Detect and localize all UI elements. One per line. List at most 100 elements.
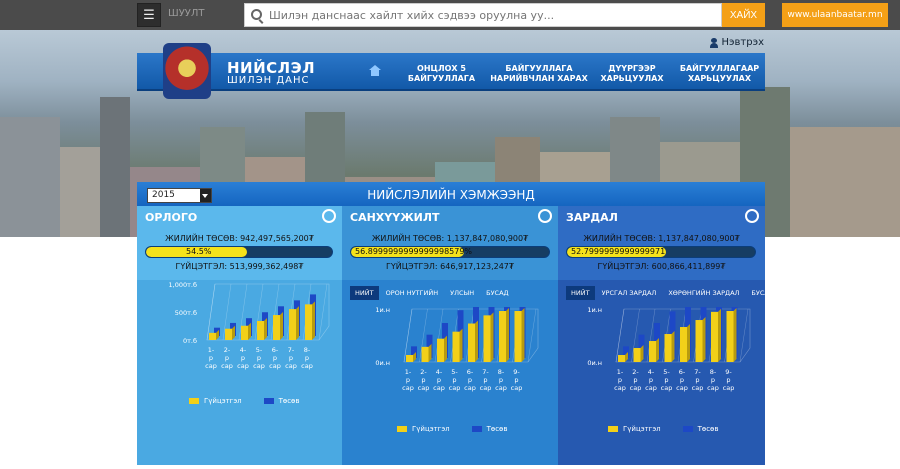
bar-execution [483, 315, 491, 362]
legend-item-execution[interactable]: Гүйцэтгэл [608, 425, 661, 433]
x-tick-label: 1- [208, 346, 215, 354]
nav-item-top5[interactable]: ОНЦЛОХ 5 БАЙГУУЛЛАГА [407, 64, 476, 83]
nav-item-org-detail[interactable]: БАЙГУУЛЛАГА НАРИЙВЧЛАН ХАРАХ [490, 64, 588, 83]
x-tick-label: р [726, 376, 730, 384]
x-tick-label: сар [676, 384, 688, 392]
x-tick-label: р [421, 376, 425, 384]
search-button[interactable]: ХАЙХ [722, 3, 765, 27]
grid-line [631, 308, 640, 363]
menu-icon[interactable]: ☰ [137, 3, 161, 27]
bar-execution-side [733, 308, 737, 362]
execution-amount: ГҮЙЦЭТГЭЛ: 646,917,123,247₮ [386, 262, 514, 271]
filter-label[interactable]: ШУУЛТ [168, 8, 205, 19]
chart-wall [403, 308, 539, 363]
bar-execution-side [264, 317, 267, 340]
tab-other[interactable]: БУСАД [486, 289, 509, 297]
tab-total[interactable]: НИЙТ [566, 286, 595, 300]
bar-execution-side [625, 352, 628, 362]
execution-amount: ГҮЙЦЭТГЭЛ: 513,999,362,498₮ [175, 262, 304, 271]
coins-icon [745, 209, 759, 223]
grid-line [238, 283, 248, 341]
bar-execution [452, 331, 460, 362]
bar-execution-side [521, 308, 525, 362]
tab-total[interactable]: НИЙТ [350, 286, 379, 300]
annual-budget: ЖИЛИЙН ТӨСӨВ: 942,497,565,200₮ [165, 234, 314, 243]
grid-line [434, 308, 444, 363]
chart-tabs: НИЙТ ОРОН НУТГИЙН УЛСЫН БУСАД [350, 286, 514, 300]
bar-execution-side [248, 322, 251, 340]
bar-execution [209, 332, 216, 340]
home-icon[interactable] [369, 65, 381, 76]
x-tick-label: сар [269, 362, 281, 370]
bar-execution [225, 328, 232, 340]
bar-execution-side [640, 345, 644, 362]
x-tick-label: сар [285, 362, 297, 370]
chart-legend: Гүйцэтгэл Төсөв [608, 425, 718, 433]
annual-budget: ЖИЛИЙН ТӨСӨВ: 1,137,847,080,900₮ [371, 234, 529, 243]
grid-line [419, 308, 428, 363]
x-tick-label: 2- [632, 368, 639, 376]
progress-bar: 56.8999999999999998579% [350, 246, 550, 258]
nav-item-district-compare[interactable]: ДҮҮРГЭЭР ХАРЬЦУУЛАХ [600, 64, 664, 83]
bar-execution-side [280, 312, 283, 340]
legend-item-budget[interactable]: Төсөв [471, 425, 507, 433]
legend-item-budget[interactable]: Төсөв [682, 425, 718, 433]
login-link[interactable]: Нэвтрэх [709, 37, 764, 48]
x-tick-label: сар [707, 384, 719, 392]
bar-execution-side [413, 352, 416, 362]
site-link[interactable]: www.ulaanbaatar.mn [782, 3, 888, 27]
x-tick-label: сар [221, 362, 233, 370]
x-tick-label: р [257, 354, 261, 362]
legend-item-execution[interactable]: Гүйцэтгэл [189, 397, 242, 405]
expense-chart: 1и.н0и.н1-рсар2-рсар4-рсар5-рсар6-рсар7-… [587, 306, 751, 392]
panel-financing: САНХҮҮЖИЛТ ЖИЛИЙН ТӨСӨВ: 1,137,847,080,9… [342, 206, 558, 465]
bar-execution [257, 320, 264, 340]
panel-title: ЗАРДАЛ [566, 211, 618, 224]
bar-execution-side [296, 306, 299, 340]
x-tick-label: 4- [436, 368, 443, 376]
dashboard: 2015 НИЙСЛЭЛИЙН ХЭМЖЭЭНД ОРЛОГО ЖИЛИЙН Т… [137, 182, 774, 465]
search-input[interactable] [269, 4, 709, 26]
bar-execution-side [312, 301, 315, 340]
x-tick-label: р [241, 354, 245, 362]
tab-local[interactable]: ОРОН НУТГИЙН [385, 289, 439, 297]
bar-execution-side [444, 335, 447, 362]
tab-state[interactable]: УЛСЫН [450, 289, 475, 297]
legend-item-execution[interactable]: Гүйцэтгэл [397, 425, 450, 433]
x-tick-label: 6- [272, 346, 279, 354]
grid-line [318, 283, 328, 341]
x-tick-label: р [514, 376, 518, 384]
target-icon [538, 209, 552, 223]
progress-fill [351, 247, 464, 257]
dashboard-title: НИЙСЛЭЛИЙН ХЭМЖЭЭНД [367, 188, 535, 202]
x-tick-label: р [305, 354, 309, 362]
y-tick-label: 0и.н [375, 359, 390, 367]
chart-area: НИЙТ ОРОН НУТГИЙН УЛСЫН БУСАД 1и.н 0и.н 1-… [342, 280, 558, 465]
x-tick-label: 8- [710, 368, 717, 376]
financing-chart: 1и.н0и.н1-рсар2-рсар4-рсар5-рсар6-рсар7-… [375, 306, 539, 392]
grid-line [270, 283, 280, 341]
x-tick-label: р [289, 354, 293, 362]
legend-item-budget[interactable]: Төсөв [263, 397, 299, 405]
dashboard-header: 2015 НИЙСЛЭЛИЙН ХЭМЖЭЭНД [137, 182, 765, 206]
bar-execution [468, 323, 475, 362]
nav-item-org-compare[interactable]: БАЙГУУЛЛАГААР ХАРЬЦУУЛАХ [679, 64, 760, 83]
bar-execution [437, 338, 444, 362]
bar-execution [633, 348, 641, 362]
bar-budget [214, 327, 220, 336]
bar-execution [289, 309, 296, 340]
tab-capital-expense[interactable]: ХӨРӨНГИЙН ЗАРДАЛ [668, 289, 740, 297]
user-icon [709, 37, 718, 48]
year-select[interactable]: 2015 [147, 188, 212, 203]
bar-execution [305, 304, 312, 340]
x-tick-label: сар [418, 384, 430, 392]
bar-execution [695, 320, 703, 362]
bar-execution-side [459, 328, 463, 362]
tab-other[interactable]: БУСАД [751, 289, 774, 297]
x-tick-label: сар [480, 384, 492, 392]
panel-title: ОРЛОГО [145, 211, 198, 224]
tab-current-expense[interactable]: УРСГАЛ ЗАРДАЛ [601, 289, 657, 297]
bar-execution-side [702, 317, 706, 362]
x-tick-label: р [225, 354, 229, 362]
logo-title[interactable]: НИЙСЛЭЛ [227, 59, 316, 77]
